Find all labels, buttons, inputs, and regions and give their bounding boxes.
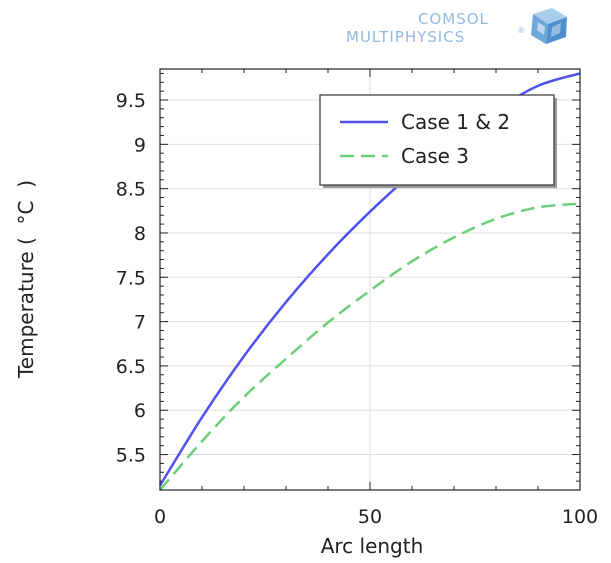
legend-box — [320, 95, 554, 185]
y-tick-label-9: 9 — [134, 134, 146, 156]
legend: Case 1 & 2 Case 3 — [320, 95, 557, 188]
legend-label-case-3: Case 3 — [401, 144, 469, 168]
logo-mark: ® — [517, 26, 525, 35]
legend-label-case-1-2: Case 1 & 2 — [401, 110, 510, 134]
comsol-logo: COMSOL MULTIPHYSICS ® — [346, 8, 567, 46]
y-tick-label-6-5: 6.5 — [116, 356, 146, 378]
x-tick-label-50: 50 — [358, 506, 382, 528]
x-tick-label-0: 0 — [154, 506, 166, 528]
y-tick-label-5-5: 5.5 — [116, 445, 146, 467]
y-tick-label-7-5: 7.5 — [116, 267, 146, 289]
logo-line1: COMSOL — [418, 10, 489, 28]
y-tick-label-6: 6 — [134, 400, 146, 422]
y-tick-label-9-5: 9.5 — [116, 90, 146, 112]
x-tick-label-100: 100 — [562, 506, 598, 528]
y-tick-label-7: 7 — [134, 312, 146, 334]
comsol-cube-icon — [531, 8, 567, 44]
y-tick-label-8-5: 8.5 — [116, 179, 146, 201]
x-axis-title: Arc length — [321, 534, 424, 558]
y-tick-label-8: 8 — [134, 223, 146, 245]
y-axis-title: Temperature ( °C ) — [14, 180, 38, 379]
logo-line2: MULTIPHYSICS — [346, 28, 465, 46]
